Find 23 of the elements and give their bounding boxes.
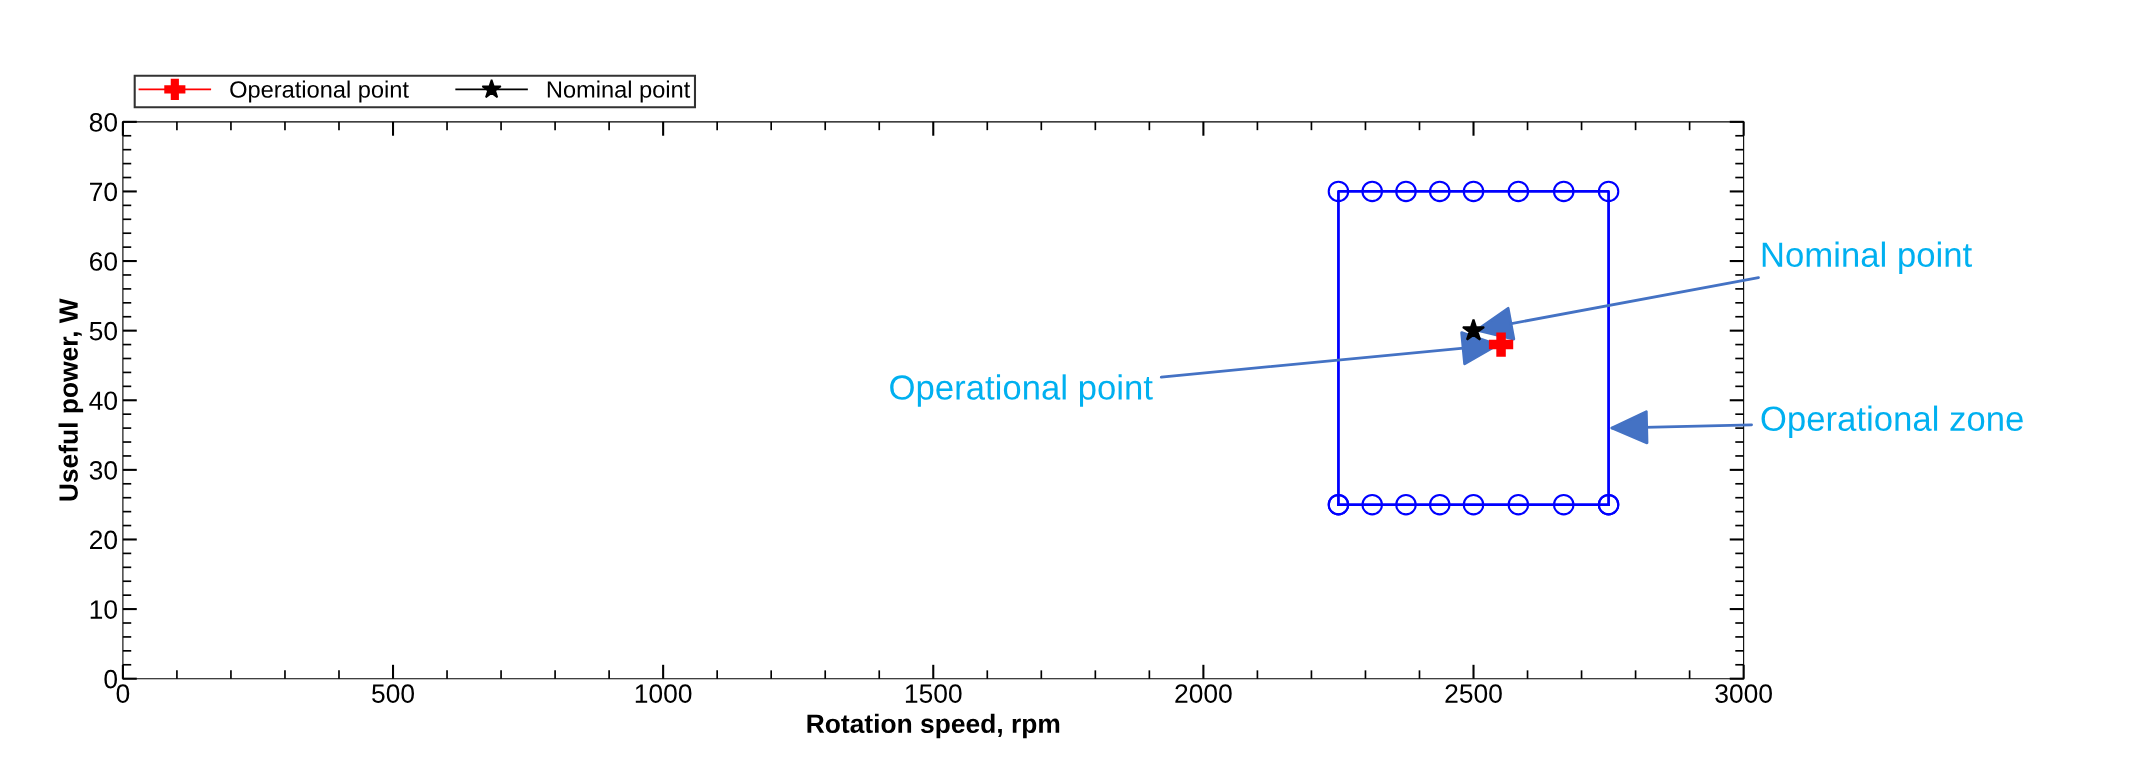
y-axis-title: Useful power, W — [58, 298, 84, 501]
y-tick-label: 30 — [89, 461, 117, 480]
x-tick-label: 0 — [116, 684, 130, 703]
y-tick-label: 10 — [90, 600, 117, 619]
x-tick-label: 1500 — [905, 684, 962, 703]
y-tick-label: 80 — [89, 112, 117, 132]
legend-label: Operational point — [230, 80, 409, 103]
x-tick-label: 2500 — [1445, 684, 1502, 703]
x-tick-label: 500 — [372, 684, 414, 703]
y-tick-label: 0 — [104, 669, 117, 689]
y-tick-label: 50 — [89, 321, 117, 341]
y-tick-label: 40 — [89, 391, 117, 411]
annotation: Operational zone — [1761, 405, 2023, 438]
x-tick-label: 1000 — [635, 684, 692, 703]
legend-label: Nominal point — [547, 80, 691, 103]
x-axis-title: Rotation speed, rpm — [807, 713, 1060, 739]
y-tick-label: 70 — [90, 182, 117, 202]
y-tick-label: 20 — [90, 530, 117, 550]
annotation: Operational point — [890, 374, 1153, 407]
y-tick-label: 60 — [90, 252, 117, 271]
x-tick-label: 3000 — [1715, 684, 1772, 703]
x-tick-label: 2000 — [1175, 684, 1232, 703]
annotation: Nominal point — [1762, 241, 1972, 274]
